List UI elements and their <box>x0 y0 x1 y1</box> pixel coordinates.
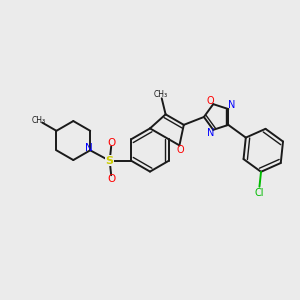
Text: O: O <box>176 145 184 155</box>
Text: N: N <box>228 100 235 110</box>
Text: CH₃: CH₃ <box>31 116 45 125</box>
Text: N: N <box>85 143 93 153</box>
Text: S: S <box>106 156 114 166</box>
Text: CH₃: CH₃ <box>154 90 168 99</box>
Text: N: N <box>206 128 214 138</box>
Text: O: O <box>206 95 214 106</box>
Text: Cl: Cl <box>254 188 264 198</box>
Text: O: O <box>108 137 116 148</box>
Text: O: O <box>108 174 116 184</box>
